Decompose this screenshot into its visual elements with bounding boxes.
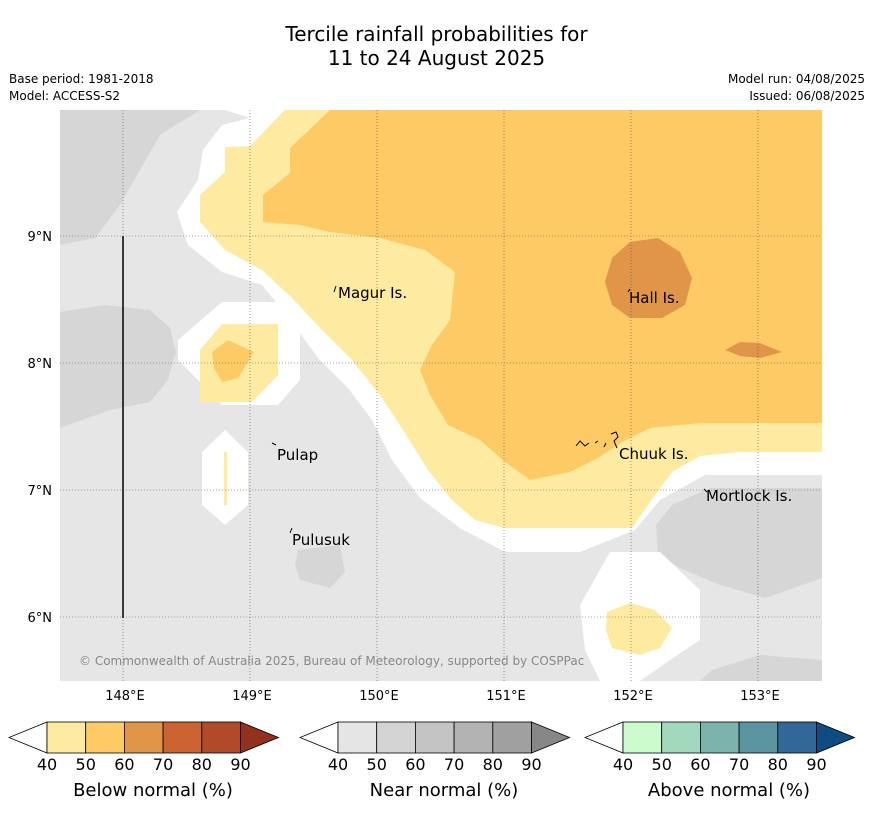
copyright-text: © Commonwealth of Australia 2025, Bureau… xyxy=(79,654,584,668)
map-fields xyxy=(60,110,822,681)
colorbar-segment xyxy=(453,721,494,754)
colorbar-segment xyxy=(201,721,241,754)
place-label: Chuuk Is. xyxy=(619,445,688,463)
colorbar-segment xyxy=(492,721,532,754)
below-normal-region xyxy=(605,238,692,318)
colorbar-tick-label: 80 xyxy=(482,755,503,774)
model-run: Model run: 04/08/2025 xyxy=(727,72,865,86)
island-pulusuk xyxy=(289,527,293,534)
island-mortlock xyxy=(703,488,708,493)
colorbar-tick-label: 40 xyxy=(327,755,349,774)
lon-label: 149°E xyxy=(232,689,272,704)
lon-label: 150°E xyxy=(359,689,399,704)
place-label: Mortlock Is. xyxy=(706,487,792,505)
colorbar-below-graphic xyxy=(8,721,280,754)
title-line-2: 11 to 24 August 2025 xyxy=(327,46,546,70)
colorbar-tick-label: 60 xyxy=(690,755,711,774)
colorbar-tick-label: 90 xyxy=(806,755,827,774)
colorbar-extend-high xyxy=(531,721,571,754)
colorbar-label: Above normal (%) xyxy=(647,780,811,801)
colorbar-tick-label: 40 xyxy=(36,755,58,774)
colorbar-segment xyxy=(415,721,455,754)
island-magur xyxy=(333,285,337,293)
below-normal-region xyxy=(212,340,254,382)
colorbar-extend-high xyxy=(240,721,280,754)
issued-date: Issued: 06/08/2025 xyxy=(749,89,865,103)
meta-right: Model run: 04/08/2025 Issued: 06/08/2025 xyxy=(728,71,865,105)
place-label: Hall Is. xyxy=(629,289,680,307)
near-normal-region xyxy=(60,110,200,245)
place-label: Magur Is. xyxy=(338,284,407,302)
lon-label: 148°E xyxy=(105,689,145,704)
colorbar-above-graphic xyxy=(584,721,856,754)
colorbar-segment xyxy=(337,721,378,754)
colorbar-tick-label: 50 xyxy=(651,755,672,774)
colorbar-tick-label: 60 xyxy=(114,755,135,774)
colorbar-above: 40 50 60 70 80 90 Above normal (%) xyxy=(584,718,873,818)
chart-title: Tercile rainfall probabilities for 11 to… xyxy=(0,22,873,70)
island-pulap xyxy=(271,442,277,446)
place-label: Pulusuk xyxy=(292,531,350,549)
near-normal-region xyxy=(656,488,822,598)
colorbar-ticks: 40 50 60 70 80 90 xyxy=(8,755,298,775)
island-hall xyxy=(627,288,631,293)
colorbar-tick-label: 80 xyxy=(767,755,788,774)
colorbar-extend-low xyxy=(299,721,339,754)
colorbar-segment xyxy=(777,721,817,754)
probability-map: Magur Is. Hall Is. Pulap Chuuk Is. Mortl… xyxy=(28,110,822,704)
near-normal-region xyxy=(700,655,822,681)
colorbar-tick-label: 90 xyxy=(521,755,542,774)
title-line-1: Tercile rainfall probabilities for xyxy=(285,22,588,46)
lon-label: 152°E xyxy=(613,689,653,704)
colorbar-ticks: 40 50 60 70 80 90 xyxy=(299,755,589,775)
colorbar-extend-high xyxy=(816,721,856,754)
colorbar-segment xyxy=(622,721,663,754)
below-normal-region xyxy=(263,110,822,480)
colorbar-near: 40 50 60 70 80 90 Near normal (%) xyxy=(299,718,589,818)
colorbar-below: 40 50 60 70 80 90 Below normal (%) xyxy=(8,718,298,818)
below-normal-region xyxy=(606,603,672,655)
colorbar-label: Near normal (%) xyxy=(369,780,519,801)
colorbar-extend-low xyxy=(584,721,624,754)
colorbar-segment xyxy=(376,721,416,754)
meta-left: Base period: 1981-2018 Model: ACCESS-S2 xyxy=(9,71,154,105)
lat-label: 7°N xyxy=(28,484,53,499)
colorbar-tick-label: 90 xyxy=(230,755,251,774)
near-normal-region xyxy=(60,305,176,428)
place-label: Pulap xyxy=(277,446,318,464)
lon-label: 151°E xyxy=(486,689,526,704)
colorbar-tick-label: 50 xyxy=(366,755,387,774)
colorbar-segment xyxy=(85,721,125,754)
colorbar-segment xyxy=(124,721,164,754)
below-normal-region xyxy=(224,452,227,505)
model-name: Model: ACCESS-S2 xyxy=(9,89,121,103)
near-normal-region xyxy=(295,545,345,588)
islands xyxy=(271,285,708,534)
colorbar-tick-label: 80 xyxy=(191,755,212,774)
lat-label: 9°N xyxy=(28,230,53,245)
lon-label: 153°E xyxy=(740,689,780,704)
colorbar-tick-label: 70 xyxy=(443,755,465,774)
lat-label: 8°N xyxy=(28,357,53,372)
lat-label: 6°N xyxy=(28,611,53,626)
colorbar-tick-label: 70 xyxy=(152,755,174,774)
colorbar-tick-label: 70 xyxy=(728,755,750,774)
colorbar-tick-label: 50 xyxy=(75,755,96,774)
colorbar-ticks: 40 50 60 70 80 90 xyxy=(584,755,873,775)
island-chuuk xyxy=(575,431,619,449)
base-period: Base period: 1981-2018 xyxy=(9,72,154,86)
colorbar-near-graphic xyxy=(299,721,571,754)
below-normal-region xyxy=(725,342,782,358)
colorbar-tick-label: 40 xyxy=(612,755,634,774)
colorbar-segment xyxy=(661,721,701,754)
colorbar-label: Below normal (%) xyxy=(73,780,233,801)
colorbar-extend-low xyxy=(8,721,48,754)
colorbar-segment xyxy=(46,721,87,754)
colorbar-segment xyxy=(738,721,779,754)
colorbar-segment xyxy=(700,721,740,754)
colorbar-segment xyxy=(162,721,203,754)
colorbar-tick-label: 60 xyxy=(405,755,426,774)
